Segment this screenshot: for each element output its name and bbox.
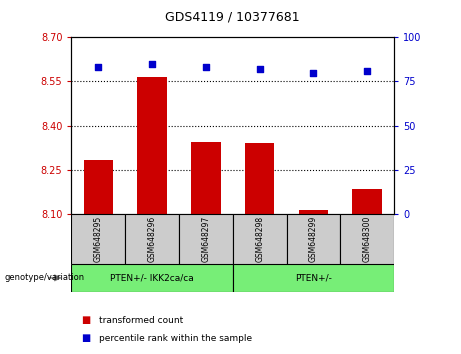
Bar	[353, 189, 382, 214]
Bar	[245, 143, 274, 214]
Bar	[287, 214, 340, 264]
Point	[148, 61, 156, 67]
Text: ■: ■	[81, 315, 90, 325]
Point	[310, 70, 317, 75]
Text: GSM648296: GSM648296	[148, 216, 157, 262]
Text: PTEN+/-: PTEN+/-	[295, 273, 332, 282]
Bar	[83, 160, 113, 214]
Point	[95, 64, 102, 70]
Text: GSM648298: GSM648298	[255, 216, 264, 262]
Bar	[299, 210, 328, 214]
Point	[256, 66, 263, 72]
Text: GDS4119 / 10377681: GDS4119 / 10377681	[165, 11, 300, 24]
Text: GSM648297: GSM648297	[201, 216, 210, 262]
Bar	[137, 77, 167, 214]
Text: percentile rank within the sample: percentile rank within the sample	[99, 333, 252, 343]
Bar	[179, 214, 233, 264]
Text: GSM648299: GSM648299	[309, 216, 318, 262]
Point	[202, 64, 210, 70]
Bar	[125, 214, 179, 264]
Point	[364, 68, 371, 74]
Bar	[191, 142, 221, 214]
Text: genotype/variation: genotype/variation	[5, 273, 85, 282]
Bar	[71, 264, 233, 292]
Bar	[340, 214, 394, 264]
Bar	[71, 214, 125, 264]
Bar	[233, 264, 394, 292]
Text: ■: ■	[81, 333, 90, 343]
Text: GSM648295: GSM648295	[94, 216, 103, 262]
Bar	[233, 214, 287, 264]
Text: GSM648300: GSM648300	[363, 216, 372, 262]
Text: PTEN+/- IKK2ca/ca: PTEN+/- IKK2ca/ca	[110, 273, 194, 282]
Text: transformed count: transformed count	[99, 316, 183, 325]
